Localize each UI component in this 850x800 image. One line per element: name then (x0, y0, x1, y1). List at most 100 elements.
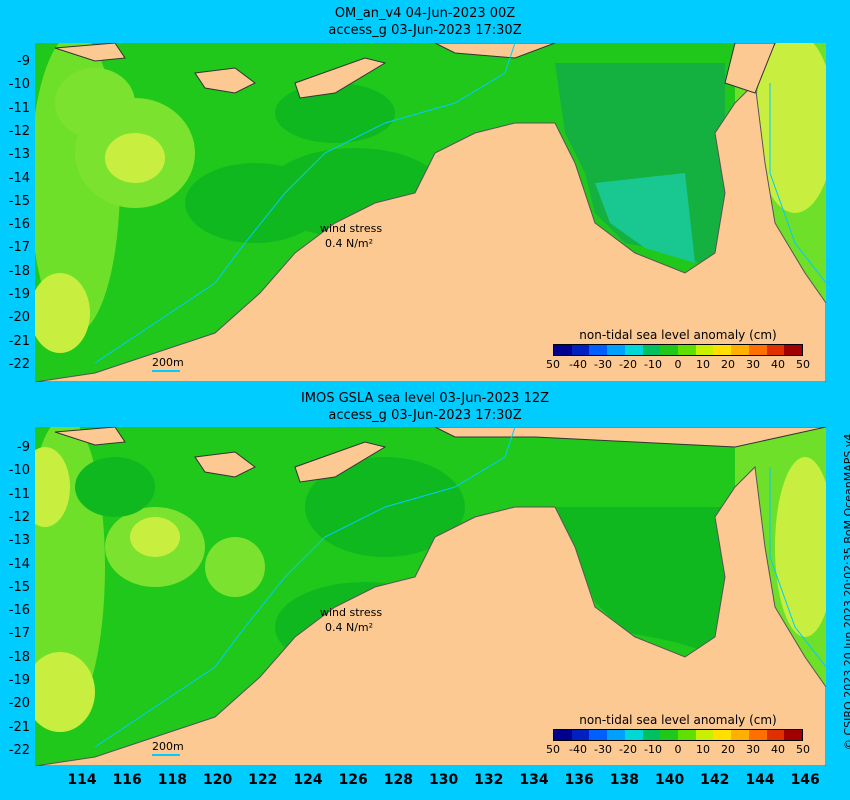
colorbar-swatch (766, 730, 785, 740)
top-contour-label: 200m (152, 356, 184, 369)
bottom-colorbar-gradient (553, 729, 803, 741)
colorbar-tick-label: -10 (644, 743, 662, 756)
longitude-label: 134 (519, 772, 549, 788)
latitude-label: -10 (8, 77, 30, 93)
longitude-label: 128 (383, 772, 413, 788)
credit-text: © CSIRO 2023 20 Jun 2023 20:02:35 BoM Oc… (842, 433, 850, 750)
latitude-label: -17 (8, 626, 30, 642)
latitude-label: -21 (8, 719, 30, 735)
top-wind-stress-value: 0.4 N/m² (325, 237, 374, 250)
top-map-panel: wind stress 0.4 N/m² 200m (35, 43, 826, 382)
latitude-label: -22 (8, 356, 30, 372)
colorbar-swatch (607, 345, 625, 355)
longitude-label: 124 (293, 772, 323, 788)
longitude-label: 140 (654, 772, 685, 788)
colorbar-tick-label: 50 (796, 743, 810, 756)
colorbar-tick-label: 10 (696, 358, 710, 371)
longitude-label: 122 (248, 772, 278, 788)
bottom-contour-line (152, 754, 180, 756)
colorbar-tick-label: 30 (746, 358, 760, 371)
top-colorbar-gradient (553, 344, 803, 356)
latitude-label: -9 (17, 440, 30, 455)
bottom-map-panel: wind stress 0.4 N/m² 200m (35, 427, 826, 766)
colorbar-tick-label: 40 (771, 358, 785, 371)
colorbar-swatch (678, 345, 696, 355)
latitude-label: -14 (8, 170, 30, 186)
longitude-label: 146 (790, 772, 820, 788)
longitude-label: 138 (609, 772, 639, 788)
colorbar-swatch (660, 730, 679, 740)
colorbar-swatch (678, 730, 696, 740)
bottom-map-svg (35, 427, 826, 766)
latitude-label: -17 (8, 240, 30, 256)
colorbar-tick-label: 0 (674, 358, 682, 371)
longitude-label: 126 (338, 772, 368, 788)
latitude-label: -15 (8, 579, 30, 595)
colorbar-swatch (554, 345, 572, 355)
colorbar-swatch (748, 730, 767, 740)
latitude-label: -10 (8, 463, 30, 479)
colorbar-tick-label: -40 (569, 358, 587, 371)
top-colorbar-title: non-tidal sea level anomaly (cm) (579, 328, 777, 342)
latitude-label: -19 (8, 673, 30, 688)
top-map-svg (35, 43, 826, 382)
colorbar-tick-label: 40 (771, 743, 785, 756)
latitude-label: -21 (8, 333, 30, 349)
latitude-label: -18 (8, 263, 30, 279)
latitude-label: -22 (8, 742, 30, 758)
colorbar-swatch (571, 730, 590, 740)
colorbar-tick-label: 30 (746, 743, 760, 756)
top-colorbar: non-tidal sea level anomaly (cm) 50 -40 -3… (546, 328, 810, 374)
latitude-label: -16 (8, 603, 30, 619)
colorbar-swatch (642, 345, 661, 355)
colorbar-swatch (748, 345, 767, 355)
latitude-label: -19 (8, 287, 30, 302)
latitude-label: -13 (8, 533, 30, 549)
longitude-label: 120 (202, 772, 233, 788)
colorbar-tick-label: 20 (721, 743, 735, 756)
colorbar-tick-label: 20 (721, 358, 735, 371)
colorbar-swatch (713, 345, 732, 355)
longitude-label: 114 (67, 772, 97, 788)
longitude-label: 136 (564, 772, 594, 788)
colorbar-swatch (731, 730, 749, 740)
colorbar-tick-label: 50 (796, 358, 810, 371)
colorbar-swatch (589, 730, 608, 740)
colorbar-swatch (554, 730, 572, 740)
top-contour-line (152, 370, 180, 372)
latitude-label: -13 (8, 147, 30, 163)
colorbar-swatch (589, 345, 608, 355)
latitude-label: -20 (8, 696, 30, 712)
colorbar-swatch (731, 345, 749, 355)
latitude-label: -16 (8, 217, 30, 233)
bottom-colorbar: non-tidal sea level anomaly (cm) 50 -40 -3… (546, 713, 810, 759)
colorbar-tick-label: 0 (674, 743, 682, 756)
longitude-label: 116 (112, 772, 142, 788)
latitude-label: -11 (8, 100, 30, 116)
bottom-colorbar-title: non-tidal sea level anomaly (cm) (579, 713, 777, 727)
colorbar-tick-label: 10 (696, 743, 710, 756)
bottom-title-line2: access_g 03-Jun-2023 17:30Z (328, 408, 522, 423)
bottom-wind-stress-value: 0.4 N/m² (325, 621, 374, 634)
colorbar-swatch (766, 345, 785, 355)
colorbar-tick-label: -20 (619, 743, 637, 756)
colorbar-swatch (571, 345, 590, 355)
latitude-label: -9 (17, 54, 30, 69)
latitude-label: -15 (8, 193, 30, 209)
colorbar-swatch (695, 730, 714, 740)
longitude-label: 142 (700, 772, 730, 788)
longitude-label: 130 (428, 772, 459, 788)
latitude-label: -12 (8, 509, 30, 525)
latitude-label: -20 (8, 310, 30, 326)
colorbar-swatch (695, 345, 714, 355)
colorbar-swatch (713, 730, 732, 740)
latitude-label: -12 (8, 123, 30, 139)
bottom-wind-stress-label: wind stress (320, 606, 383, 619)
colorbar-tick-label: 50 (546, 743, 560, 756)
colorbar-swatch (642, 730, 661, 740)
colorbar-swatch (624, 345, 643, 355)
top-title-line2: access_g 03-Jun-2023 17:30Z (328, 23, 522, 38)
longitude-label: 118 (157, 772, 187, 788)
colorbar-tick-label: -10 (644, 358, 662, 371)
top-title-line1: OM_an_v4 04-Jun-2023 00Z (334, 6, 516, 21)
